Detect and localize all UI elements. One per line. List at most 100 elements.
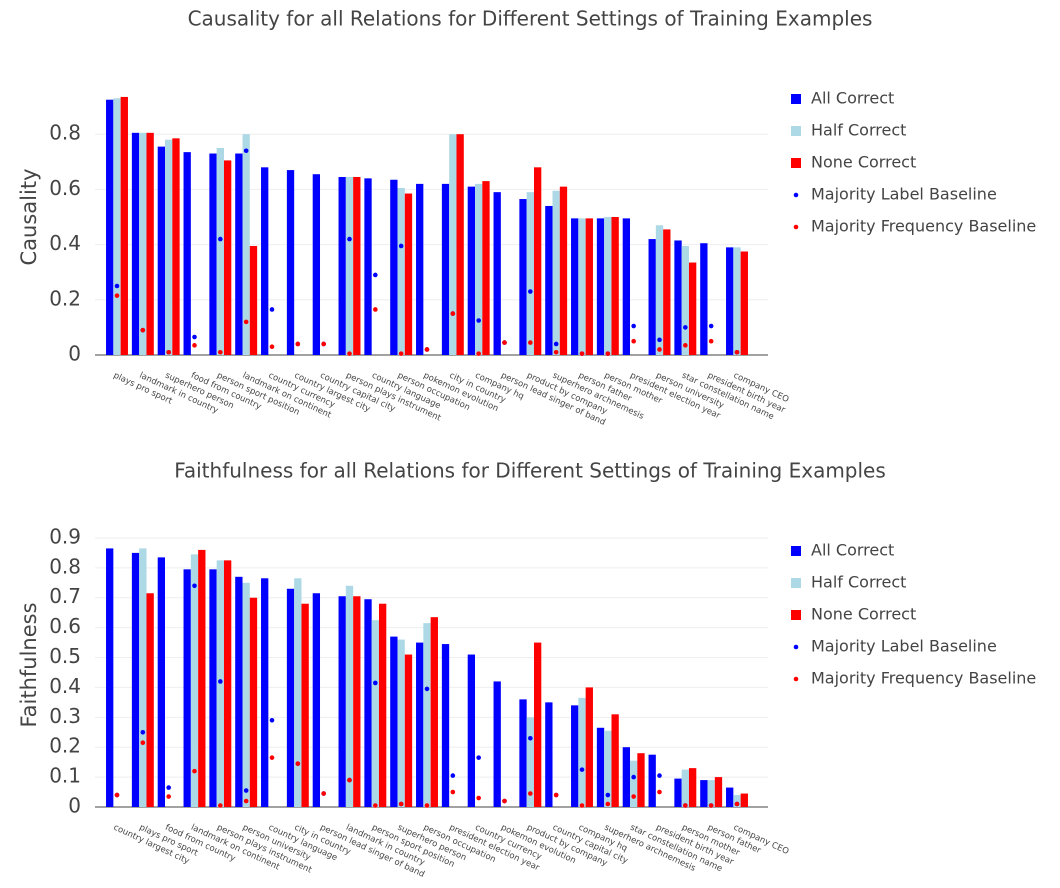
bar (578, 218, 586, 355)
baseline-dot (269, 307, 275, 312)
bar (364, 599, 372, 807)
baseline-dot (373, 272, 378, 278)
bar (113, 98, 121, 355)
baseline-dot (657, 773, 662, 778)
baseline-dot (140, 740, 146, 746)
bar (740, 251, 748, 355)
baseline-dot (424, 803, 430, 808)
baseline-dot (683, 343, 688, 348)
baseline-dot (192, 343, 197, 348)
bar (596, 727, 605, 807)
baseline-dot (295, 761, 301, 766)
bar (312, 174, 321, 355)
bar (223, 560, 232, 807)
baseline-dot (631, 794, 636, 799)
baseline-dot (683, 325, 688, 330)
bar (397, 639, 405, 807)
legend-swatch (791, 94, 801, 104)
y-axis-label: Faithfulness (17, 602, 41, 727)
legend-dot (793, 644, 799, 650)
bar (209, 569, 217, 807)
bar (423, 623, 431, 807)
y-tick-label: 0.7 (49, 584, 81, 608)
bar (648, 239, 656, 355)
bar (235, 576, 243, 807)
baseline-dot (657, 337, 662, 343)
baseline-dot (243, 148, 249, 154)
baseline-dot (243, 319, 249, 325)
bar (622, 218, 631, 355)
y-tick-label: 0.6 (49, 614, 81, 638)
baseline-dot (631, 338, 636, 344)
baseline-dot (734, 349, 740, 355)
baseline-dot (295, 341, 301, 347)
bar (467, 654, 476, 807)
bar (131, 552, 140, 807)
baseline-dot (579, 767, 585, 772)
legend-swatch (791, 158, 801, 168)
baseline-dot (450, 311, 456, 316)
baseline-dot (243, 798, 249, 804)
legend-label: None Correct (811, 153, 916, 172)
bar (648, 754, 656, 807)
y-tick-label: 0.1 (49, 764, 81, 788)
baseline-dot (218, 803, 223, 808)
bar (733, 247, 741, 355)
baseline-dot (734, 801, 740, 807)
baseline-dot (450, 789, 456, 795)
legend-label: Majority Label Baseline (811, 185, 997, 204)
bar (198, 549, 206, 807)
baseline-dot (683, 803, 688, 808)
baseline-dot (528, 289, 533, 294)
legend-swatch (791, 126, 801, 136)
bar (674, 240, 682, 355)
bar (216, 148, 224, 355)
baseline-dot (269, 755, 275, 760)
bar (681, 245, 689, 355)
bar (209, 153, 217, 355)
bar (552, 190, 560, 355)
baseline-dot (528, 791, 533, 796)
bar (301, 603, 309, 807)
baseline-dot (708, 338, 714, 344)
bar (416, 642, 424, 807)
baseline-dot (605, 792, 611, 798)
y-tick-label: 0.4 (49, 674, 81, 698)
legend-label: All Correct (811, 541, 894, 560)
legend-label: Half Correct (811, 573, 906, 592)
bar (345, 585, 354, 807)
bar (353, 596, 361, 807)
baseline-dot (373, 803, 378, 808)
baseline-dot (192, 768, 197, 774)
bar (637, 753, 645, 807)
bar (585, 687, 593, 807)
baseline-dot (553, 792, 559, 798)
bar (106, 99, 114, 355)
bar (545, 702, 553, 807)
bar (441, 183, 450, 355)
bar (338, 176, 346, 355)
bar (449, 134, 457, 355)
bar (688, 768, 697, 807)
bar (688, 262, 697, 355)
legend-label: Majority Label Baseline (811, 637, 997, 656)
bar (139, 132, 147, 355)
bar (611, 217, 619, 355)
legend-label: Majority Frequency Baseline (811, 669, 1036, 688)
bar (294, 578, 302, 807)
baseline-dot (321, 791, 326, 796)
baseline-dot (553, 349, 559, 355)
bar (604, 217, 612, 355)
baseline-dot (502, 798, 507, 804)
legend-swatch (791, 610, 801, 620)
y-tick-label: 0.4 (49, 231, 81, 255)
bar (526, 192, 534, 355)
bar (533, 167, 542, 355)
y-tick-label: 0 (68, 794, 81, 818)
baseline-dot (605, 801, 611, 807)
baseline-dot (373, 680, 378, 686)
bar (655, 225, 664, 355)
baseline-dot (398, 243, 404, 249)
bar (235, 153, 243, 355)
